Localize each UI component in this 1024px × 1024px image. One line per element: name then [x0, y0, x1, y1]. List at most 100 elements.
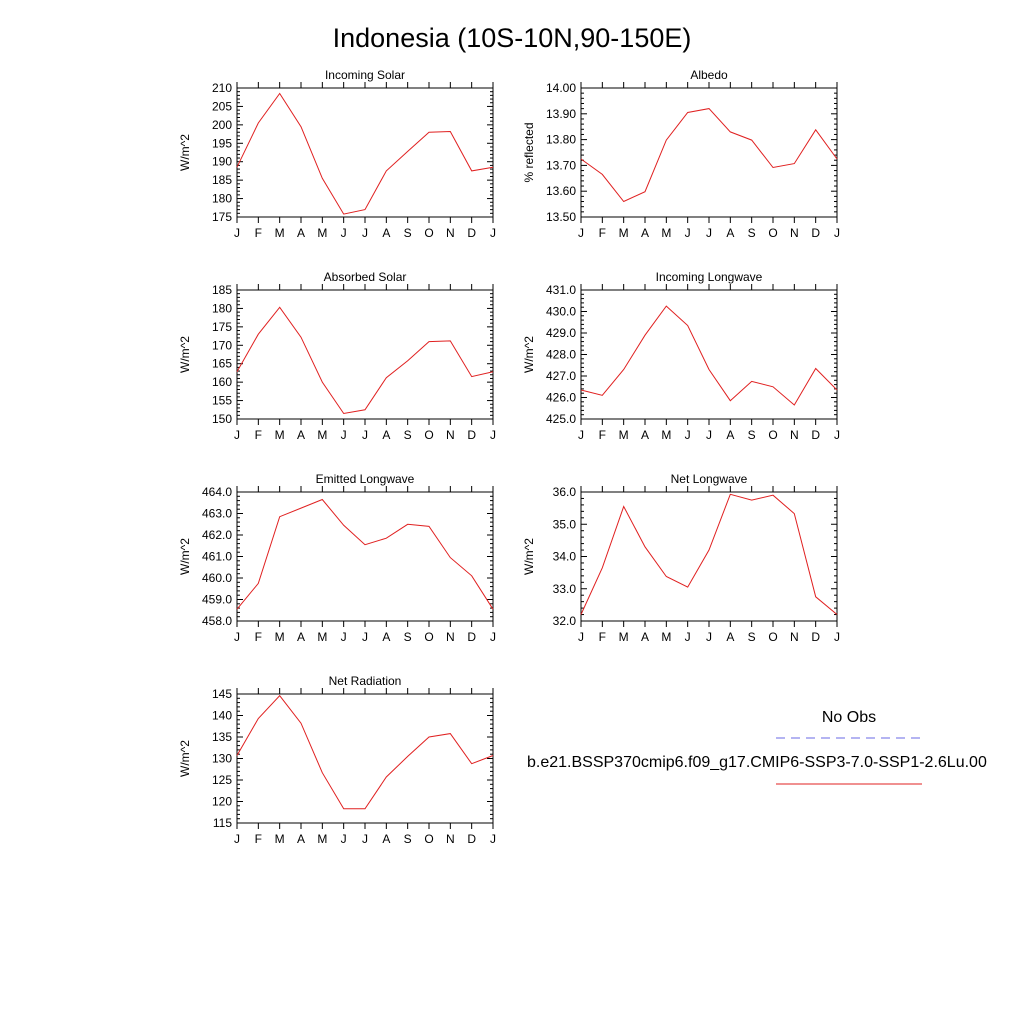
- x-tick-label: J: [834, 428, 840, 442]
- plot-frame: [236, 87, 494, 218]
- x-tick-label: N: [446, 226, 455, 240]
- x-tick-label: F: [599, 226, 606, 240]
- x-tick-label: J: [490, 428, 496, 442]
- plot-frame: [236, 289, 494, 420]
- x-tick-label: A: [726, 428, 734, 442]
- x-tick-label: N: [446, 428, 455, 442]
- x-tick-label: S: [404, 226, 412, 240]
- y-tick-label: 13.80: [546, 133, 576, 147]
- y-tick-label: 463.0: [202, 507, 232, 521]
- series-line: [580, 493, 838, 615]
- x-tick-label: A: [297, 630, 305, 644]
- plot-frame: [236, 491, 494, 622]
- y-tick-label: 115: [213, 816, 232, 830]
- chart-panel-7: Net Radiation W/m^2 115 120 125 130 135 140 145 J…: [178, 674, 496, 846]
- x-tick-label: D: [467, 428, 476, 442]
- x-tick-label: J: [234, 428, 240, 442]
- x-tick-label: M: [317, 832, 327, 846]
- x-tick-label: J: [706, 428, 712, 442]
- y-axis-label: W/m^2: [178, 538, 192, 575]
- y-tick-label: 155: [212, 394, 232, 408]
- x-tick-label: J: [234, 226, 240, 240]
- y-tick-label: 13.50: [546, 210, 576, 224]
- chart-panel-3: Absorbed Solar W/m^2 150 155 160 165 170 175 180…: [178, 270, 496, 442]
- y-tick-label: 428.0: [546, 348, 576, 362]
- x-tick-label: S: [748, 630, 756, 644]
- x-tick-label: S: [748, 226, 756, 240]
- x-tick-label: J: [234, 630, 240, 644]
- y-tick-label: 160: [212, 375, 232, 389]
- y-tick-label: 165: [212, 357, 232, 371]
- x-tick-label: J: [362, 226, 368, 240]
- y-tick-label: 36.0: [553, 485, 577, 499]
- x-tick-label: M: [619, 630, 629, 644]
- x-tick-label: D: [467, 226, 476, 240]
- y-tick-label: 464.0: [202, 485, 232, 499]
- x-tick-label: F: [255, 226, 262, 240]
- x-tick-label: M: [275, 226, 285, 240]
- x-tick-label: M: [275, 832, 285, 846]
- x-tick-label: M: [619, 226, 629, 240]
- x-tick-label: A: [297, 226, 305, 240]
- x-tick-label: M: [619, 428, 629, 442]
- x-tick-label: A: [382, 630, 390, 644]
- plot-frame: [236, 693, 494, 824]
- y-axis-label: W/m^2: [178, 336, 192, 373]
- x-tick-label: J: [578, 428, 584, 442]
- y-tick-label: 170: [212, 338, 232, 352]
- x-tick-label: A: [641, 226, 649, 240]
- x-tick-label: F: [255, 630, 262, 644]
- y-tick-label: 150: [212, 412, 232, 426]
- x-tick-label: O: [424, 428, 433, 442]
- x-tick-label: J: [362, 832, 368, 846]
- y-tick-label: 185: [212, 173, 232, 187]
- chart-panel-5: Emitted Longwave W/m^2 458.0 459.0 460.0 461.…: [178, 472, 496, 644]
- y-axis-label: W/m^2: [178, 740, 192, 777]
- series-line: [580, 108, 838, 203]
- x-tick-label: F: [255, 428, 262, 442]
- y-tick-label: 33.0: [553, 582, 577, 596]
- x-tick-label: O: [768, 630, 777, 644]
- x-tick-label: A: [297, 832, 305, 846]
- y-tick-label: 185: [212, 283, 232, 297]
- x-tick-label: A: [726, 226, 734, 240]
- y-tick-label: 175: [212, 320, 232, 334]
- y-tick-label: 426.0: [546, 391, 576, 405]
- panel-title: Absorbed Solar: [324, 270, 407, 284]
- y-axis-label: % reflected: [522, 122, 536, 182]
- y-tick-label: 190: [212, 155, 232, 169]
- x-tick-label: J: [706, 226, 712, 240]
- y-tick-label: 180: [212, 192, 232, 206]
- x-tick-label: O: [768, 428, 777, 442]
- chart-panel-2: Albedo % reflected 13.50 13.60 13.70 13.80 13.…: [522, 68, 840, 240]
- x-tick-label: J: [578, 226, 584, 240]
- x-tick-label: J: [578, 630, 584, 644]
- x-tick-label: F: [255, 832, 262, 846]
- panel-title: Net Radiation: [329, 674, 402, 688]
- x-tick-label: A: [297, 428, 305, 442]
- legend-model-label: b.e21.BSSP370cmip6.f09_g17.CMIP6-SSP3-7.…: [527, 754, 987, 771]
- y-tick-label: 35.0: [553, 517, 577, 531]
- y-tick-label: 195: [212, 136, 232, 150]
- x-tick-label: O: [424, 226, 433, 240]
- y-axis-label: W/m^2: [522, 538, 536, 575]
- x-tick-label: D: [811, 630, 820, 644]
- y-tick-label: 140: [212, 709, 232, 723]
- x-tick-label: D: [811, 226, 820, 240]
- x-tick-label: A: [641, 630, 649, 644]
- x-tick-label: J: [341, 630, 347, 644]
- x-tick-label: J: [362, 428, 368, 442]
- y-axis-label: W/m^2: [522, 336, 536, 373]
- y-tick-label: 130: [212, 752, 232, 766]
- x-tick-label: D: [467, 832, 476, 846]
- panel-title: Emitted Longwave: [316, 472, 415, 486]
- x-tick-label: M: [661, 630, 671, 644]
- y-tick-label: 120: [212, 795, 232, 809]
- y-tick-label: 462.0: [202, 528, 232, 542]
- x-tick-label: J: [706, 630, 712, 644]
- series-line: [236, 498, 494, 610]
- y-tick-label: 135: [212, 730, 232, 744]
- x-tick-label: N: [446, 832, 455, 846]
- x-tick-label: N: [790, 428, 799, 442]
